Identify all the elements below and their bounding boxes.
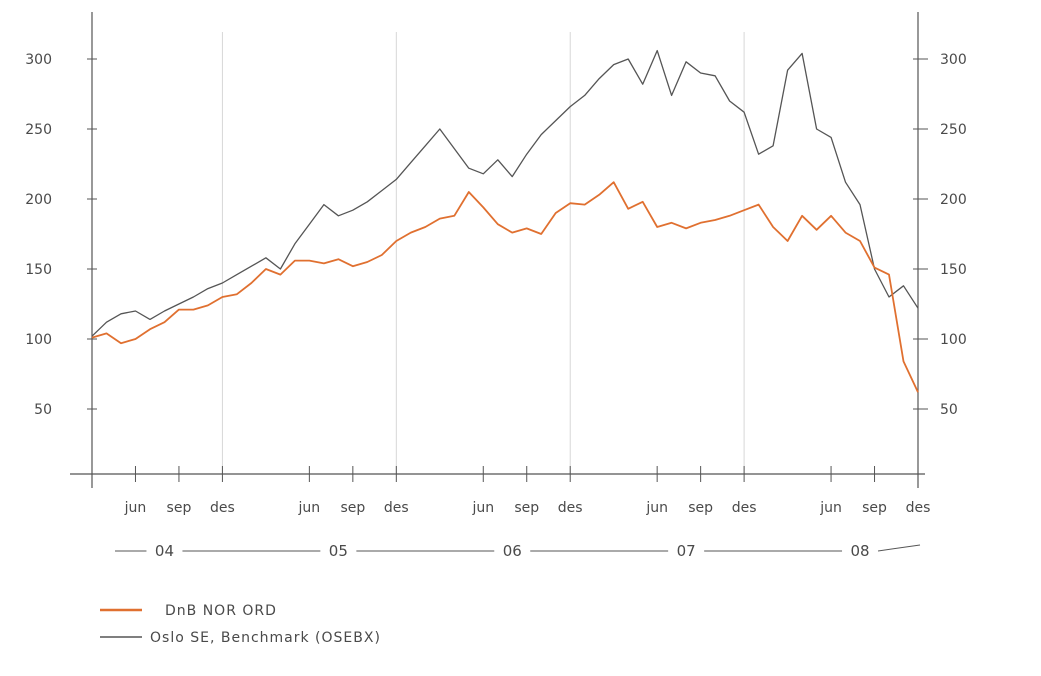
- x-tick-label-2005-06: jun: [298, 500, 321, 516]
- y-right-tick-label: 200: [940, 192, 967, 208]
- y-left-tick-label: 100: [25, 332, 52, 348]
- series: [91, 49, 919, 393]
- grid: [221, 32, 745, 474]
- year-labels: 04 05 06 07 08: [115, 542, 921, 560]
- x-tick-label-2007-12: des: [732, 500, 757, 516]
- x-tick-label-2005-12: des: [384, 500, 409, 516]
- x-tick-label-2005-09: sep: [340, 500, 365, 516]
- y-axis-left-ticks: 50 100 150 200 250 300: [25, 52, 97, 418]
- y-left-tick-label: 150: [25, 262, 52, 278]
- x-tick-label-2004-06: jun: [124, 500, 147, 516]
- x-tick-label-2008-12: des: [906, 500, 931, 516]
- series-line-osebx: [91, 49, 919, 337]
- y-left-tick-label: 250: [25, 122, 52, 138]
- year-label-08: 08: [850, 542, 869, 560]
- year-label-05: 05: [329, 542, 348, 560]
- x-tick-label-2006-06: jun: [471, 500, 494, 516]
- y-right-tick-label: 100: [940, 332, 967, 348]
- legend-label: Oslo SE, Benchmark (OSEBX): [150, 630, 381, 646]
- y-right-tick-label: 300: [940, 52, 967, 68]
- x-tick-label-2004-09: sep: [167, 500, 192, 516]
- y-axis-right-ticks: 50 100 150 200 250 300: [913, 52, 967, 418]
- year-label-04: 04: [155, 542, 174, 560]
- x-axis-ticks: jun sep des jun sep des jun sep des jun sep des jun s…: [124, 466, 931, 516]
- x-tick-label-2006-09: sep: [514, 500, 539, 516]
- x-tick-label-2008-09: sep: [862, 500, 887, 516]
- legend-label: DnB NOR ORD: [165, 603, 277, 619]
- y-left-tick-label: 50: [34, 402, 52, 418]
- series-line-dnb-nor-ord: [91, 181, 919, 393]
- y-left-tick-label: 200: [25, 192, 52, 208]
- year-dash: [877, 544, 921, 552]
- x-tick-label-2007-09: sep: [688, 500, 713, 516]
- year-label-06: 06: [503, 542, 522, 560]
- x-tick-label-2008-06: jun: [819, 500, 842, 516]
- year-label-07: 07: [677, 542, 696, 560]
- y-right-tick-label: 250: [940, 122, 967, 138]
- y-left-tick-label: 300: [25, 52, 52, 68]
- y-right-tick-label: 150: [940, 262, 967, 278]
- axes: [70, 12, 925, 488]
- x-tick-label-2006-12: des: [558, 500, 583, 516]
- y-right-tick-label: 50: [940, 402, 958, 418]
- x-tick-label-2004-12: des: [210, 500, 235, 516]
- x-tick-label-2007-06: jun: [645, 500, 668, 516]
- legend: DnB NOR ORD Oslo SE, Benchmark (OSEBX): [100, 603, 381, 646]
